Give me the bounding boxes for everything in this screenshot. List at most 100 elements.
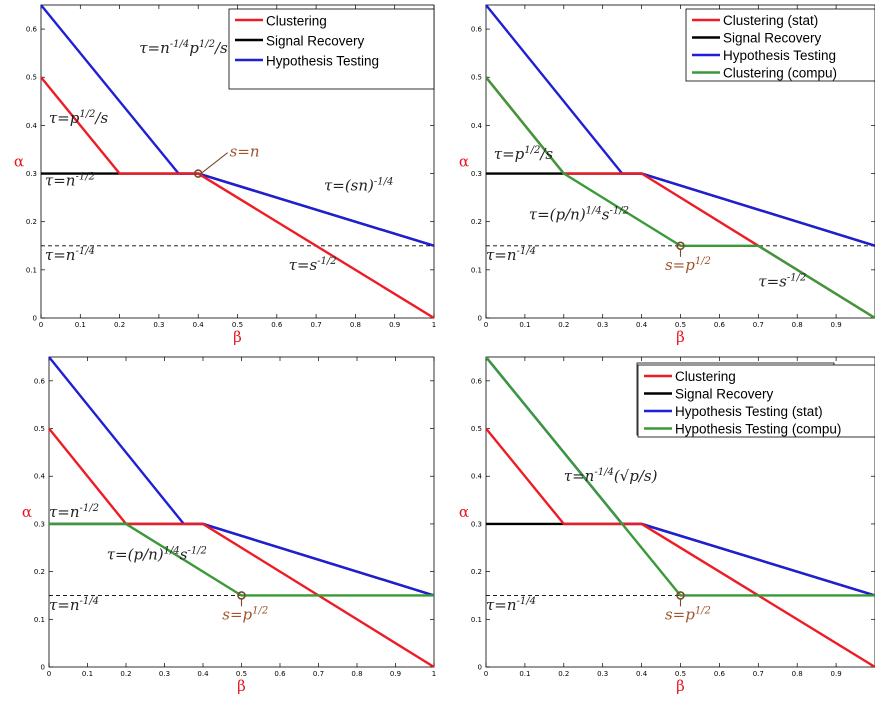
y-tick-label: 0.5 (26, 74, 37, 82)
annotation-1: τ=p1/2/s (494, 145, 554, 163)
y-tick-label: 0.6 (471, 377, 483, 385)
annotation-4: τ=(sn)-1/4 (324, 176, 393, 194)
y-tick-label: 0.6 (26, 26, 38, 34)
x-axis-label: β (676, 328, 685, 346)
annotation-3: τ=n-1/4 (486, 246, 536, 264)
x-tick-label: 0.5 (236, 670, 247, 678)
x-tick-label: 0.1 (519, 321, 530, 329)
legend-entry: Signal Recovery (723, 30, 822, 45)
annotation-3: τ=n-1/2 (45, 172, 95, 190)
x-axis-label: β (237, 677, 246, 695)
legend-entry: Hypothesis Testing (compu) (675, 421, 841, 436)
x-tick-label: 0.4 (636, 321, 648, 329)
x-tick-label: 0.8 (350, 321, 361, 329)
y-tick-label: 0.3 (26, 170, 37, 178)
x-tick-label: 0.7 (313, 670, 324, 678)
legend-entry: Signal Recovery (266, 34, 365, 49)
y-tick-label: 0.4 (34, 473, 46, 481)
x-axis-label: β (676, 677, 685, 695)
chart-panel-4: 0 0.1 0.2 0.3 0.4 0.5 0.6 0.7 0.8 0.9 0 0.1 0.2 0.3 0.… (459, 356, 875, 695)
y-tick-label: 0.5 (471, 74, 482, 82)
legend-entry: Clustering (compu) (723, 65, 837, 80)
x-tick-label: 0.8 (792, 321, 803, 329)
x-tick-label: 0.9 (390, 670, 401, 678)
annotation-4: s=p1/2 (222, 605, 268, 623)
x-tick-label: 0.7 (753, 321, 764, 329)
marker-point (237, 591, 246, 600)
marker-point (193, 169, 203, 178)
legend-box (637, 364, 875, 438)
series-line-4 (485, 356, 875, 597)
series-line-4 (49, 522, 434, 597)
annotation-1: τ=n-1/2 (49, 503, 99, 521)
x-tick-label: 0.7 (753, 670, 764, 678)
annotation-6: τ=s-1/2 (289, 256, 337, 274)
x-tick-label: 0.6 (714, 670, 726, 678)
marker-point (676, 591, 685, 600)
y-tick-label: 0.3 (471, 520, 482, 528)
annotation-5: τ=n-1/4 (45, 246, 95, 264)
annotation-4: s=p1/2 (665, 256, 711, 274)
x-tick-label: 0.4 (636, 670, 648, 678)
y-tick-label: 0.5 (34, 425, 45, 433)
x-tick-label: 1 (432, 321, 436, 329)
legend-entry: Clustering (stat) (723, 13, 818, 28)
y-tick-label: 0.2 (471, 568, 482, 576)
legend: Clustering (stat) Signal Recovery Hypothes… (685, 8, 875, 82)
y-tick-label: 0.3 (471, 170, 482, 178)
x-tick-label: 0.9 (389, 321, 400, 329)
x-tick-label: 0 (484, 670, 488, 678)
y-tick-label: 0.6 (34, 377, 46, 385)
x-tick-label: 0.5 (675, 670, 686, 678)
y-tick-label: 0.3 (34, 520, 45, 528)
legend-entry: Clustering (266, 14, 327, 29)
y-tick-label: 0 (478, 315, 482, 323)
legend-entry: Hypothesis Testing (723, 48, 836, 63)
y-tick-label: 0.4 (471, 473, 483, 481)
y-tick-label: 0.2 (34, 568, 45, 576)
chart-panel-1: 0 0.1 0.2 0.3 0.4 0.5 0.6 0.7 0.8 0.9 1 0 0.1 0.2 0.3 0… (14, 4, 436, 346)
annotation-1: τ=n-1/4p1/2/s (139, 39, 228, 57)
y-tick-label: 0.1 (26, 266, 37, 274)
x-tick-label: 0.3 (153, 321, 164, 329)
x-tick-label: 0 (39, 321, 43, 329)
annotation-3: τ=n-1/4 (49, 596, 99, 614)
x-axis-label: β (233, 328, 242, 346)
x-tick-label: 0 (484, 321, 488, 329)
x-tick-label: 0.1 (75, 321, 86, 329)
annotation-7: s=n (230, 143, 260, 161)
series-line-1 (40, 76, 435, 320)
annotation-5: τ=s-1/2 (758, 273, 806, 291)
legend-box (228, 8, 435, 90)
x-tick-label: 0.5 (232, 321, 243, 329)
x-tick-label: 0.6 (714, 321, 726, 329)
marker-arrow (201, 152, 228, 173)
annotation-2: τ=n-1/4 (486, 596, 536, 614)
marker-point (676, 241, 685, 251)
series-line-1 (485, 427, 875, 669)
y-tick-label: 0.1 (471, 266, 482, 274)
legend: Clustering Signal Recovery Hypothesis Test… (228, 8, 435, 90)
x-tick-label: 0.9 (831, 321, 842, 329)
x-tick-label: 0.5 (675, 321, 686, 329)
x-tick-label: 0.9 (831, 670, 842, 678)
y-tick-label: 0.5 (471, 425, 482, 433)
legend: Clustering Signal Recovery Hypothesis Test… (637, 364, 875, 438)
series-line-4 (485, 76, 875, 320)
x-tick-label: 1 (432, 670, 436, 678)
x-tick-label: 0.1 (82, 670, 93, 678)
annotation-2: τ=(p/n)1/4s-1/2 (529, 205, 629, 223)
x-tick-label: 0.4 (197, 670, 209, 678)
annotation-1: τ=n-1/4(√p/s) (564, 467, 658, 485)
x-tick-label: 0.4 (193, 321, 205, 329)
x-tick-label: 0.2 (558, 670, 569, 678)
annotation-2: τ=(p/n)1/4s-1/2 (107, 546, 207, 564)
legend-entry: Hypothesis Testing (stat) (675, 404, 823, 419)
x-tick-label: 0.3 (597, 670, 608, 678)
x-tick-label: 0.2 (120, 670, 131, 678)
y-tick-label: 0 (33, 315, 37, 323)
y-axis-label: α (459, 503, 469, 521)
y-tick-label: 0.1 (34, 616, 45, 624)
